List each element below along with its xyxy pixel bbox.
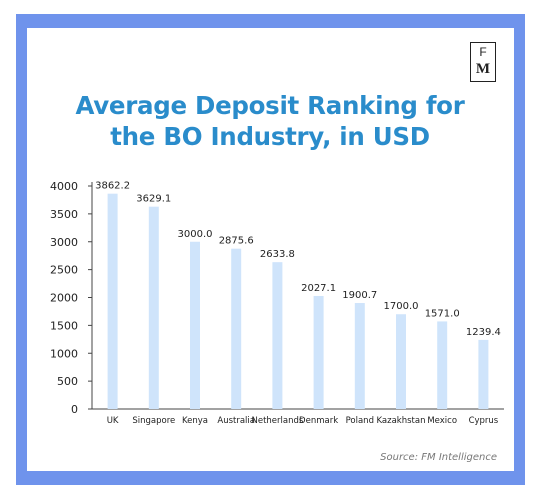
bar xyxy=(396,314,406,409)
y-tick-label: 2500 xyxy=(50,264,78,277)
data-label: 3000.0 xyxy=(178,229,213,240)
data-label: 1571.0 xyxy=(425,308,460,319)
x-tick-label: Kazakhstan xyxy=(377,416,426,426)
logo-letter-m: M xyxy=(475,61,491,77)
bar xyxy=(148,206,159,409)
bar xyxy=(478,339,489,409)
y-tick-label: 1500 xyxy=(50,319,78,332)
y-tick-label: 500 xyxy=(57,375,78,388)
data-label: 2875.6 xyxy=(219,236,254,247)
data-label: 3862.2 xyxy=(95,181,130,192)
data-label: 1700.0 xyxy=(384,301,419,312)
x-tick-label: Mexico xyxy=(427,416,457,426)
fm-logo: F M xyxy=(470,42,496,82)
y-tick-label: 0 xyxy=(71,403,78,416)
y-tick-label: 3500 xyxy=(50,208,78,221)
data-label: 1900.7 xyxy=(342,290,377,301)
x-tick-label: Netherlands xyxy=(251,416,303,426)
data-label: 2027.1 xyxy=(301,283,336,294)
bar xyxy=(437,321,448,409)
bar xyxy=(107,193,118,409)
data-label: 3629.1 xyxy=(136,194,171,205)
bar xyxy=(313,295,324,409)
chart-title: Average Deposit Ranking for the BO Indus… xyxy=(75,91,465,151)
bar xyxy=(354,303,365,409)
x-tick-label: Poland xyxy=(346,416,374,426)
x-tick-label: Cyprus xyxy=(469,416,499,426)
y-tick-label: 1000 xyxy=(50,347,78,360)
y-tick-label: 2000 xyxy=(50,292,78,305)
y-tick-label: 4000 xyxy=(50,180,78,193)
x-tick-label: Australia xyxy=(217,416,255,426)
bar xyxy=(231,248,242,409)
x-tick-label: Kenya xyxy=(182,416,208,426)
x-tick-label: UK xyxy=(107,416,119,426)
bar xyxy=(272,262,283,409)
data-label: 2633.8 xyxy=(260,249,295,260)
bar xyxy=(190,241,200,409)
source-note: Source: FM Intelligence xyxy=(380,452,497,463)
x-tick-label: Denmark xyxy=(299,416,338,426)
x-tick-label: Singapore xyxy=(132,416,175,426)
data-label: 1239.4 xyxy=(466,327,501,338)
y-tick-label: 3000 xyxy=(50,236,78,249)
logo-letter-f: F xyxy=(479,45,487,59)
